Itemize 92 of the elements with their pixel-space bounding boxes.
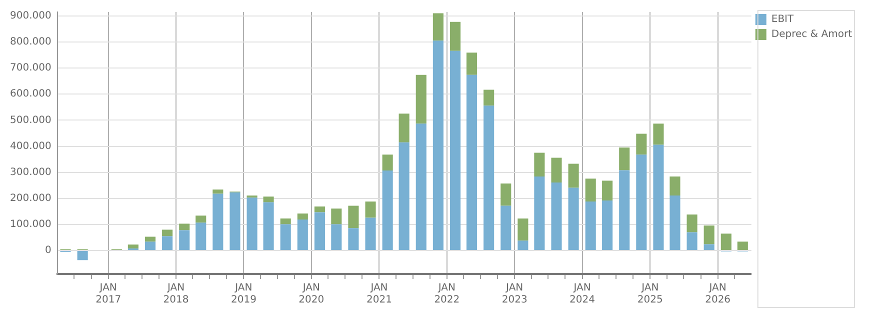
bar: [432, 40, 444, 250]
bar: [263, 202, 274, 250]
bar: [331, 208, 342, 224]
bar: [297, 214, 308, 220]
bar: [382, 154, 393, 171]
bar: [551, 158, 562, 182]
y-tick-label: 0: [44, 245, 52, 256]
bar: [212, 190, 224, 194]
bar: [179, 224, 190, 230]
bar: [686, 214, 698, 232]
y-tick-label: 900.000: [10, 10, 52, 22]
bar: [737, 242, 748, 250]
bar: [432, 13, 444, 41]
bar: [551, 182, 562, 250]
bar: [670, 176, 680, 196]
y-tick-label: 300.000: [10, 166, 52, 178]
bar: [348, 206, 359, 228]
bar: [128, 244, 138, 248]
bar: [246, 198, 258, 250]
bar: [602, 180, 613, 200]
bar: [720, 234, 732, 250]
bar: [212, 194, 224, 250]
legend-label: Deprec & Amort: [771, 29, 852, 40]
bar: [297, 220, 308, 250]
y-tick-label: 600.000: [10, 88, 52, 100]
bar: [398, 142, 410, 250]
bar: [263, 196, 274, 202]
bar: [585, 178, 596, 202]
bar: [704, 226, 714, 244]
y-tick-label: 500.000: [10, 114, 52, 126]
bar: [416, 124, 426, 250]
x-tick-label: JAN 2023: [502, 282, 528, 306]
bar: [162, 236, 173, 250]
bar: [162, 230, 173, 236]
bar: [500, 184, 512, 206]
bar: [398, 114, 410, 142]
bar: [534, 176, 545, 250]
bar: [416, 74, 426, 124]
bar: [585, 202, 596, 250]
bar: [144, 236, 156, 242]
bar: [280, 218, 291, 224]
x-tick-label: JAN 2025: [637, 282, 663, 306]
x-tick-label: JAN 2017: [96, 282, 122, 306]
bar: [466, 74, 478, 250]
x-tick-label: JAN 2020: [298, 282, 324, 306]
y-tick-label: 200.000: [10, 192, 52, 204]
x-tick-label: JAN 2018: [163, 282, 189, 306]
bar: [568, 164, 579, 188]
x-tick-label: JAN 2019: [230, 282, 256, 306]
bar: [568, 188, 579, 250]
y-tick-label: 800.000: [10, 36, 52, 48]
bar: [314, 212, 325, 250]
bar: [636, 154, 647, 250]
bar: [484, 90, 494, 106]
bar: [348, 228, 359, 250]
bar: [280, 224, 291, 250]
bar: [686, 232, 698, 250]
x-tick-label: JAN 2024: [570, 282, 595, 306]
bar: [484, 106, 494, 250]
x-tick-label: JAN 2021: [366, 282, 392, 306]
bar: [534, 152, 545, 176]
bar: [500, 206, 512, 250]
bar: [230, 192, 240, 250]
legend-label: EBIT: [771, 14, 794, 26]
bar: [144, 242, 156, 250]
bar: [653, 144, 664, 250]
bar: [314, 206, 325, 212]
bar: [196, 222, 206, 250]
bar: [670, 196, 680, 250]
bar: [196, 216, 206, 223]
bar: [179, 230, 190, 250]
y-tick-label: 100.000: [10, 219, 52, 230]
bar: [619, 170, 630, 250]
bar: [636, 134, 647, 155]
y-tick-label: 400.000: [10, 140, 52, 152]
bar: [466, 52, 478, 75]
bar: [619, 148, 630, 170]
bar: [450, 50, 461, 250]
bar: [331, 224, 342, 250]
bar: [382, 170, 393, 250]
bar: [602, 200, 613, 250]
bar: [518, 240, 528, 250]
x-tick-label: JAN 2026: [705, 282, 731, 306]
y-tick-label: 700.000: [10, 62, 52, 74]
bar: [365, 202, 376, 218]
bar: [518, 218, 528, 241]
bar: [77, 251, 88, 260]
bar: [653, 124, 664, 145]
bar: [450, 22, 461, 51]
x-tick-label: JAN 2022: [434, 282, 460, 306]
bar: [704, 244, 714, 250]
bar: [365, 218, 376, 250]
